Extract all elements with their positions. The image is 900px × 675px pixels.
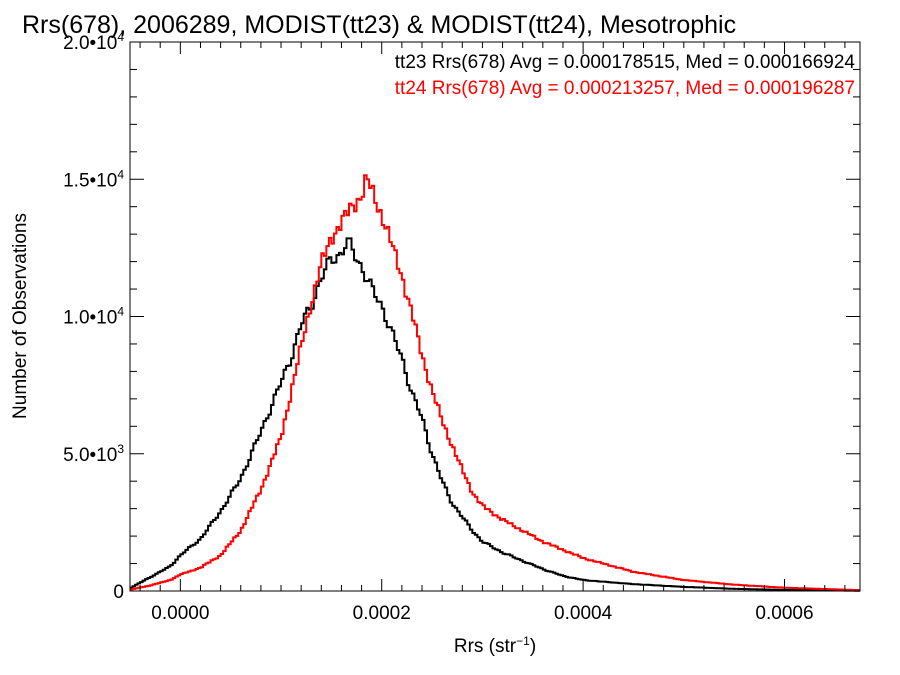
x-axis-label: Rrs (str−1) xyxy=(454,634,536,657)
x-tick-label: 0.0006 xyxy=(755,603,813,624)
y-tick-label: 5.0•103 xyxy=(63,442,124,466)
x-tick-label: 0.0002 xyxy=(353,603,411,624)
y-axis-label: Number of Observations xyxy=(10,213,31,419)
legend-entry-tt24: tt24 Rrs(678) Avg = 0.000213257, Med = 0… xyxy=(395,78,855,99)
y-tick-label: 0 xyxy=(113,582,124,603)
y-tick-label: 1.5•104 xyxy=(63,167,124,191)
x-axis: 0.0000 0.0002 0.0004 0.0006 xyxy=(139,42,846,624)
series-line-tt23 xyxy=(130,237,860,592)
legend-entry-tt23: tt23 Rrs(678) Avg = 0.000178515, Med = 0… xyxy=(395,52,856,73)
y-tick-label: 1.0•104 xyxy=(63,305,124,329)
y-axis: 0 5.0•103 1.0•104 1.5•104 2.0•104 xyxy=(63,30,860,603)
plot-frame xyxy=(129,41,861,592)
chart-title: Rrs(678), 2006289, MODIST(tt23) & MODIST… xyxy=(22,11,736,39)
x-tick-label: 0.0000 xyxy=(151,603,209,624)
x-tick-label: 0.0004 xyxy=(554,603,613,624)
series-layer xyxy=(130,174,860,592)
series-line-tt24 xyxy=(130,174,860,592)
y-tick-label: 2.0•104 xyxy=(63,30,124,54)
